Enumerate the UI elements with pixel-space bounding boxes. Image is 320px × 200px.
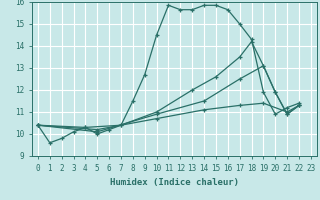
X-axis label: Humidex (Indice chaleur): Humidex (Indice chaleur) [110, 178, 239, 187]
